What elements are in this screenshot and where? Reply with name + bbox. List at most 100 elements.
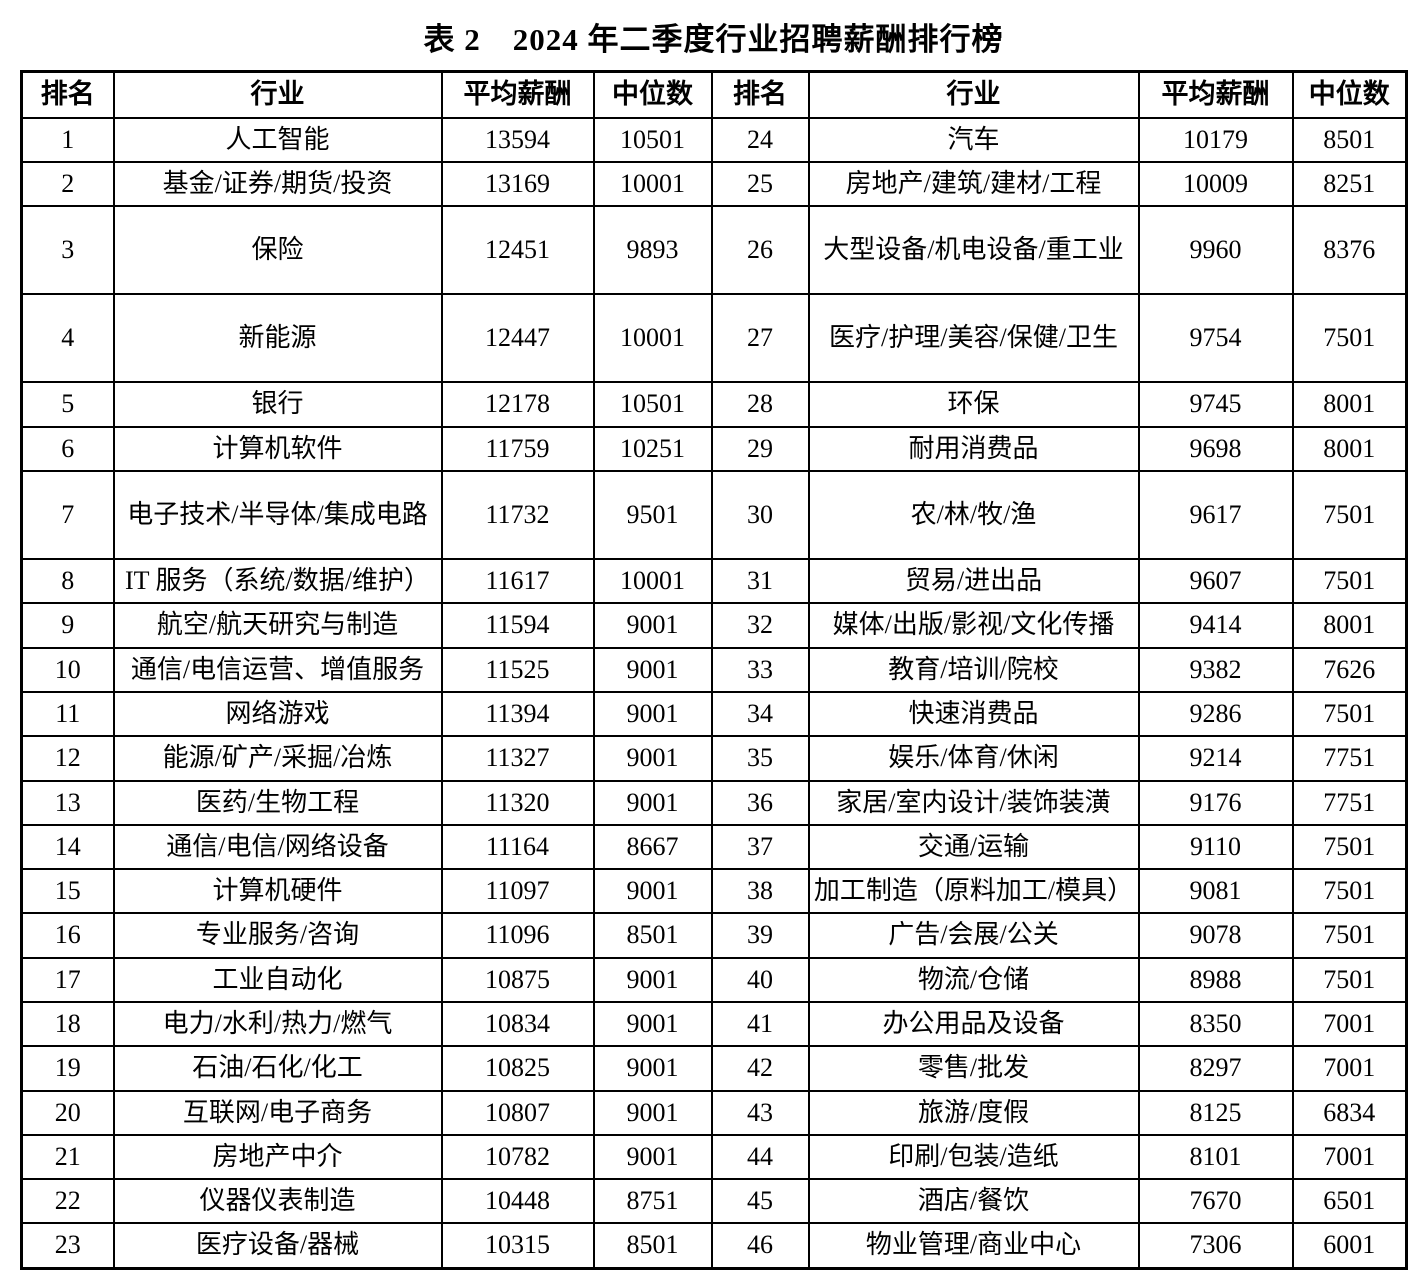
median-cell: 7501 [1291, 823, 1408, 871]
table-row: 7 电子技术/半导体/集成电路 11732 9501 30 农/林/牧/渔 9617 7501 [20, 470, 1408, 561]
table-row: 8 IT 服务（系统/数据/维护） 11617 10001 31 贸易/进出品 9607 75… [20, 558, 1408, 605]
industry-cell: 物流/仓储 [807, 956, 1140, 1004]
rank-cell: 25 [710, 161, 810, 208]
median-cell: 8376 [1291, 205, 1408, 296]
rank-cell: 43 [710, 1089, 810, 1136]
avg-salary-cell: 9607 [1137, 558, 1294, 605]
table-row: 20 互联网/电子商务 10807 9001 43 旅游/度假 8125 6834 [20, 1089, 1408, 1136]
rank-cell: 29 [710, 425, 810, 473]
rank-cell: 41 [710, 1000, 810, 1048]
avg-salary-cell: 8125 [1137, 1089, 1294, 1136]
rank-cell: 33 [710, 646, 810, 693]
industry-cell: 医疗设备/器械 [112, 1222, 443, 1270]
industry-cell: 通信/电信/网络设备 [112, 823, 443, 871]
table-row: 6 计算机软件 11759 10251 29 耐用消费品 9698 8001 [20, 425, 1408, 473]
industry-cell: 能源/矿产/采掘/冶炼 [112, 735, 443, 782]
avg-salary-cell: 11594 [440, 602, 595, 649]
industry-cell: 计算机硬件 [112, 868, 443, 915]
header-rank-left: 排名 [20, 70, 115, 119]
table-row: 19 石油/石化/化工 10825 9001 42 零售/批发 8297 7001 [20, 1045, 1408, 1092]
rank-cell: 20 [20, 1089, 115, 1136]
industry-cell: 加工制造（原料加工/模具） [807, 868, 1140, 915]
median-cell: 8501 [1291, 116, 1408, 164]
table-row: 2 基金/证券/期货/投资 13169 10001 25 房地产/建筑/建材/工程 1000… [20, 161, 1408, 208]
avg-salary-cell: 11617 [440, 558, 595, 605]
rank-cell: 44 [710, 1133, 810, 1181]
median-cell: 7501 [1291, 956, 1408, 1004]
rank-cell: 14 [20, 823, 115, 871]
median-cell: 8501 [592, 912, 713, 959]
median-cell: 9001 [592, 868, 713, 915]
industry-cell: 航空/航天研究与制造 [112, 602, 443, 649]
industry-cell: 娱乐/体育/休闲 [807, 735, 1140, 782]
rank-cell: 13 [20, 779, 115, 826]
table-row: 4 新能源 12447 10001 27 医疗/护理/美容/保健/卫生 9754 7501 [20, 293, 1408, 384]
median-cell: 9001 [592, 602, 713, 649]
median-cell: 8001 [1291, 602, 1408, 649]
industry-cell: 广告/会展/公关 [807, 912, 1140, 959]
rank-cell: 5 [20, 381, 115, 428]
median-cell: 10501 [592, 381, 713, 428]
avg-salary-cell: 9960 [1137, 205, 1294, 296]
median-cell: 8667 [592, 823, 713, 871]
median-cell: 10001 [592, 161, 713, 208]
rank-cell: 42 [710, 1045, 810, 1092]
rank-cell: 6 [20, 425, 115, 473]
rank-cell: 34 [710, 690, 810, 738]
table-row: 12 能源/矿产/采掘/冶炼 11327 9001 35 娱乐/体育/休闲 9214 7751 [20, 735, 1408, 782]
median-cell: 8001 [1291, 381, 1408, 428]
industry-cell: 石油/石化/化工 [112, 1045, 443, 1092]
median-cell: 10001 [592, 558, 713, 605]
rank-cell: 17 [20, 956, 115, 1004]
median-cell: 7501 [1291, 868, 1408, 915]
industry-cell: 房地产/建筑/建材/工程 [807, 161, 1140, 208]
median-cell: 8001 [1291, 425, 1408, 473]
industry-cell: 仪器仪表制造 [112, 1178, 443, 1225]
avg-salary-cell: 12451 [440, 205, 595, 296]
industry-cell: 酒店/餐饮 [807, 1178, 1140, 1225]
avg-salary-cell: 10875 [440, 956, 595, 1004]
median-cell: 10501 [592, 116, 713, 164]
rank-cell: 7 [20, 470, 115, 561]
median-cell: 9001 [592, 1045, 713, 1092]
rank-cell: 3 [20, 205, 115, 296]
avg-salary-cell: 10807 [440, 1089, 595, 1136]
rank-cell: 36 [710, 779, 810, 826]
median-cell: 7001 [1291, 1000, 1408, 1048]
industry-cell: 快速消费品 [807, 690, 1140, 738]
avg-salary-cell: 8988 [1137, 956, 1294, 1004]
rank-cell: 39 [710, 912, 810, 959]
median-cell: 8751 [592, 1178, 713, 1225]
industry-cell: 贸易/进出品 [807, 558, 1140, 605]
table-row: 14 通信/电信/网络设备 11164 8667 37 交通/运输 9110 7501 [20, 823, 1408, 871]
rank-cell: 15 [20, 868, 115, 915]
header-industry-left: 行业 [112, 70, 443, 119]
avg-salary-cell: 11096 [440, 912, 595, 959]
industry-cell: 通信/电信运营、增值服务 [112, 646, 443, 693]
median-cell: 6501 [1291, 1178, 1408, 1225]
avg-salary-cell: 10179 [1137, 116, 1294, 164]
header-avg-left: 平均薪酬 [440, 70, 595, 119]
header-avg-right: 平均薪酬 [1137, 70, 1294, 119]
rank-cell: 4 [20, 293, 115, 384]
rank-cell: 28 [710, 381, 810, 428]
median-cell: 7751 [1291, 779, 1408, 826]
median-cell: 9001 [592, 646, 713, 693]
rank-cell: 40 [710, 956, 810, 1004]
industry-cell: 专业服务/咨询 [112, 912, 443, 959]
median-cell: 10001 [592, 293, 713, 384]
industry-cell: 基金/证券/期货/投资 [112, 161, 443, 208]
table-title: 表 2 2024 年二季度行业招聘薪酬排行榜 [423, 22, 1004, 57]
avg-salary-cell: 9745 [1137, 381, 1294, 428]
rank-cell: 26 [710, 205, 810, 296]
avg-salary-cell: 13594 [440, 116, 595, 164]
median-cell: 7001 [1291, 1133, 1408, 1181]
rank-cell: 19 [20, 1045, 115, 1092]
median-cell: 9001 [592, 956, 713, 1004]
industry-cell: IT 服务（系统/数据/维护） [112, 558, 443, 605]
avg-salary-cell: 7306 [1137, 1222, 1294, 1270]
avg-salary-cell: 10834 [440, 1000, 595, 1048]
rank-cell: 31 [710, 558, 810, 605]
rank-cell: 27 [710, 293, 810, 384]
